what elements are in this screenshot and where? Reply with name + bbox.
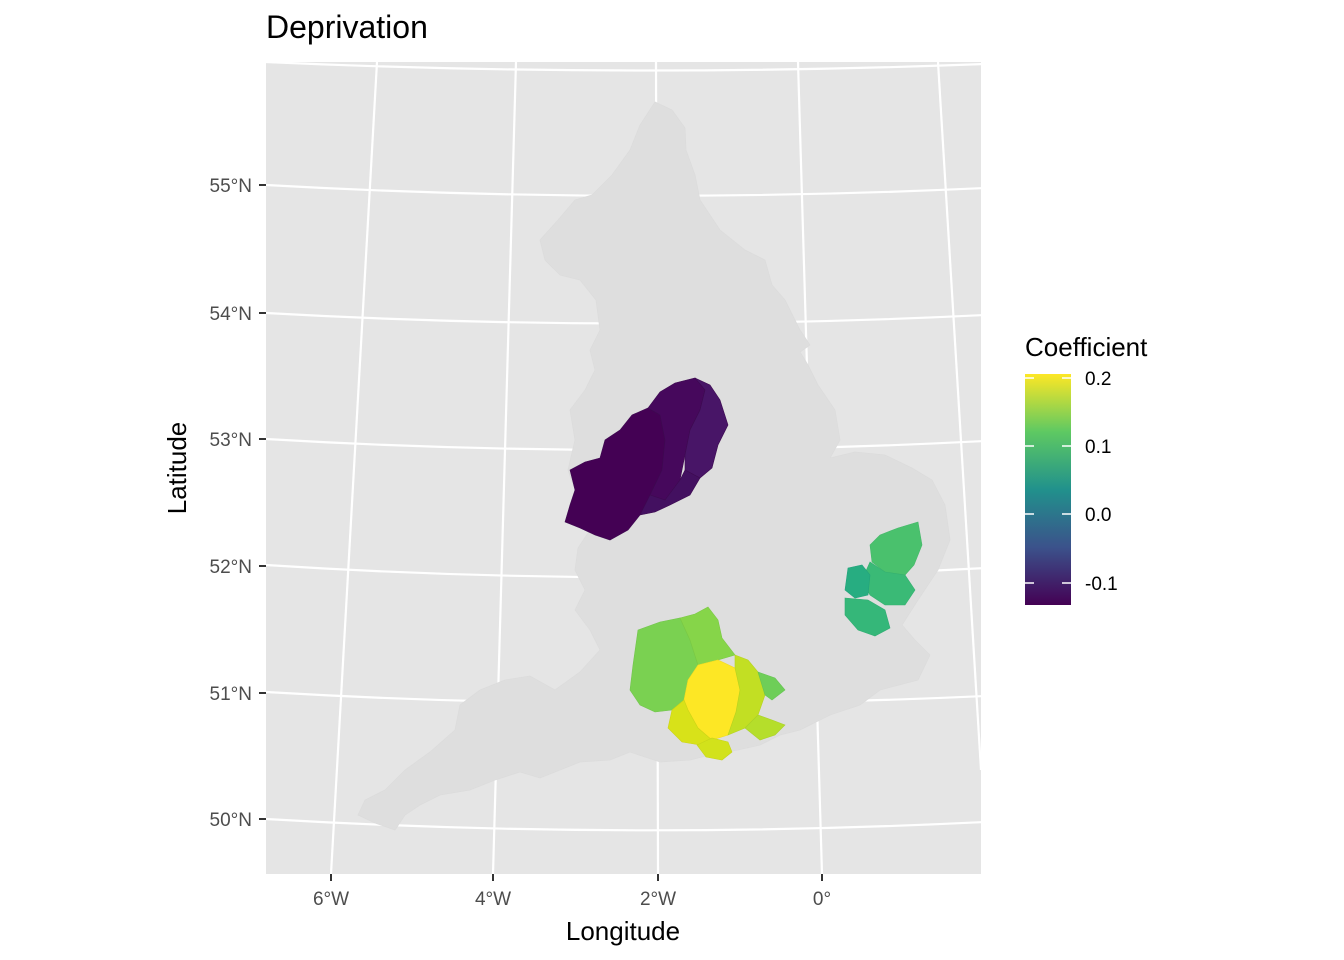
- x-tick-label-6w: 6°W: [313, 889, 349, 910]
- parallel-50n: [266, 817, 981, 832]
- region-essex-south: [844, 597, 891, 637]
- legend-label-0-1: 0.1: [1085, 437, 1111, 458]
- legend-title: Coefficient: [1025, 332, 1148, 362]
- east-region-cluster: [844, 521, 923, 637]
- chart-title: Deprivation: [266, 9, 428, 45]
- x-tick-label-2w: 2°W: [640, 889, 676, 910]
- x-axis-title: Longitude: [566, 916, 680, 946]
- y-tick-label-52n: 52°N: [210, 557, 252, 578]
- x-tick-label-0: 0°: [813, 889, 831, 910]
- region-west-sussex: [744, 714, 786, 741]
- y-tick-label-53n: 53°N: [210, 430, 252, 451]
- y-tick-label-50n: 50°N: [210, 810, 252, 831]
- y-axis-ticks: [259, 184, 266, 820]
- legend-ticks: [1025, 377, 1071, 584]
- meridian-6w: [329, 62, 379, 874]
- region-isle-of-wight: [696, 737, 733, 761]
- legend-label-neg-0-1: -0.1: [1085, 574, 1118, 595]
- y-axis-title: Latitude: [162, 422, 192, 515]
- region-surrey: [757, 671, 786, 701]
- region-berkshire: [679, 606, 736, 666]
- region-midlands-south: [639, 469, 701, 516]
- y-tick-label-51n: 51°N: [210, 684, 252, 705]
- x-axis-ticks: [330, 874, 823, 881]
- legend-label-0-0: 0.0: [1085, 505, 1111, 526]
- y-tick-label-54n: 54°N: [210, 304, 252, 325]
- y-tick-label-55n: 55°N: [210, 176, 252, 197]
- legend: Coefficient 0.2 0.1 0.0 -0.1: [1025, 332, 1148, 605]
- x-tick-label-4w: 4°W: [475, 889, 511, 910]
- region-essex-west: [844, 564, 871, 599]
- legend-colorbar: [1025, 374, 1071, 605]
- legend-label-0-2: 0.2: [1085, 369, 1111, 390]
- parallel-56n: [266, 62, 981, 72]
- region-suffolk: [869, 521, 923, 576]
- meridian-2e: [936, 62, 981, 771]
- south-region-cluster: [629, 606, 786, 761]
- midlands-region-cluster: [564, 377, 729, 541]
